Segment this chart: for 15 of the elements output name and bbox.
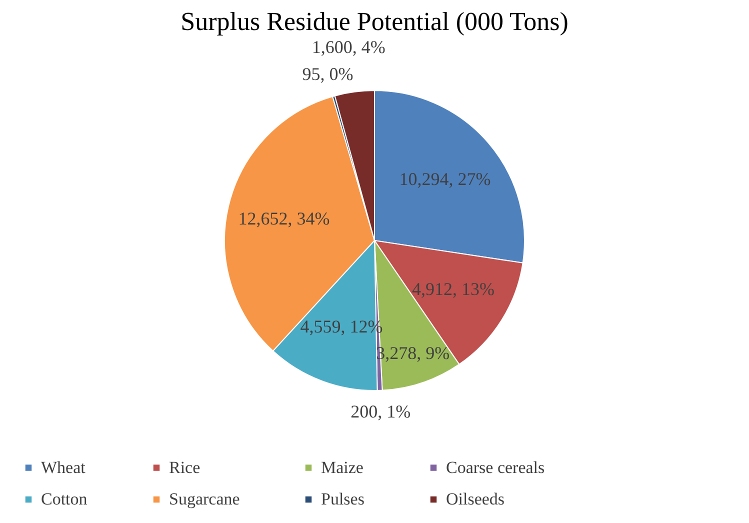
data-label: 4,912, 13% [412,278,495,299]
legend-label: Wheat [41,458,86,477]
legend-label: Cotton [41,490,88,508]
data-label: 200, 1% [350,401,411,422]
data-label: 1,600, 4% [312,37,386,58]
legend-label: Maize [321,458,364,477]
legend-label: Sugarcane [169,490,240,508]
chart-title: Surplus Residue Potential (000 Tons) [180,7,568,36]
legend-label: Rice [169,458,200,477]
legend-label: Pulses [321,490,364,508]
legend-label: Oilseeds [446,490,505,508]
data-label: 12,652, 34% [238,208,330,228]
data-label: 10,294, 27% [399,168,491,189]
legend-label: Coarse cereals [446,458,545,477]
data-label: 95, 0% [302,64,354,84]
